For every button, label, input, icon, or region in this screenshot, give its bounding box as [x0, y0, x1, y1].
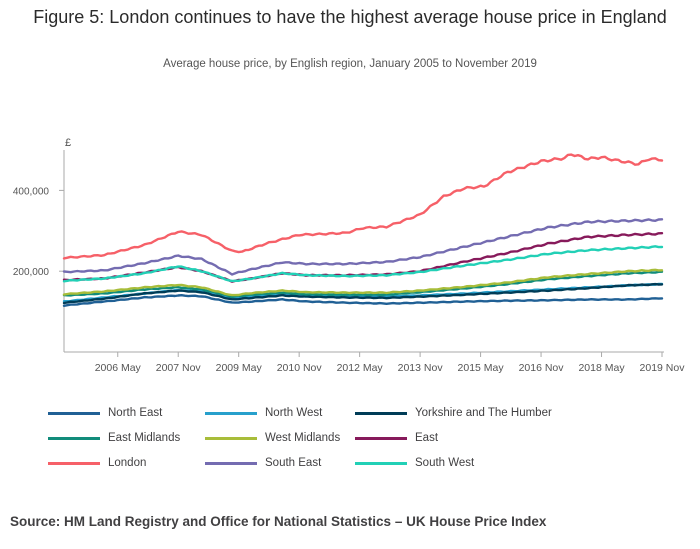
legend-swatch [205, 436, 257, 440]
x-tick-label: 2007 Nov [156, 362, 202, 374]
y-tick-label: 200,000 [13, 267, 50, 278]
legend-label: Yorkshire and The Humber [415, 407, 552, 419]
series-line-east-midlands [62, 270, 664, 299]
legend-item: South West [355, 457, 474, 469]
x-tick-label: 2015 May [458, 362, 505, 374]
legend-item: West Midlands [205, 432, 340, 444]
legend-label: North West [265, 407, 323, 419]
legend-label: South East [265, 457, 322, 469]
legend-swatch [48, 411, 100, 415]
legend-swatch [205, 411, 257, 415]
y-axis-label: £ [65, 137, 71, 149]
x-tick-label: 2013 Nov [398, 362, 444, 374]
legend-label: West Midlands [265, 432, 341, 444]
series-line-yorkshire-and-the-humber [62, 282, 664, 305]
series-line-west-midlands [62, 268, 664, 297]
legend-label: East [415, 432, 439, 444]
legend-item: South East [205, 457, 321, 469]
x-tick-label: 2019 Nov [640, 362, 686, 374]
series-line-north-east [62, 294, 664, 307]
x-tick-label: 2010 Nov [277, 362, 323, 374]
legend-swatch [48, 461, 100, 465]
legend-item: North East [48, 407, 162, 419]
legend-item: North West [205, 407, 322, 419]
legend-label: South West [415, 457, 475, 469]
x-tick-label: 2016 Nov [519, 362, 565, 374]
legend-label: East Midlands [108, 432, 181, 444]
legend-label: North East [108, 407, 163, 419]
legend-item: East Midlands [48, 432, 180, 444]
legend-swatch [355, 436, 407, 440]
legend-item: East [355, 432, 438, 444]
y-tick-label: 400,000 [13, 186, 50, 197]
legend-swatch [355, 411, 407, 415]
legend-swatch [48, 436, 100, 440]
line-chart: £200,000 400,000 2006 May 2007 Nov 2009 May 2… [13, 137, 686, 374]
legend-item: Yorkshire and The Humber [355, 407, 552, 419]
legend-label: London [108, 457, 147, 469]
x-tick-label: 2012 May [337, 362, 384, 374]
chart-title: Figure 5: London continues to have the h… [33, 7, 667, 27]
series-line-south-east [62, 218, 664, 276]
x-tick-label: 2018 May [578, 362, 625, 374]
series-line-south-west [62, 245, 664, 283]
x-tick-label: 2006 May [95, 362, 142, 374]
legend-swatch [205, 461, 257, 465]
legend-swatch [355, 461, 407, 465]
legend-item: London [48, 457, 146, 469]
chart-subtitle: Average house price, by English region, … [163, 58, 537, 70]
series-line-london [62, 153, 664, 260]
source-note: Source: HM Land Registry and Office for … [10, 514, 547, 529]
x-tick-label: 2009 May [216, 362, 263, 374]
